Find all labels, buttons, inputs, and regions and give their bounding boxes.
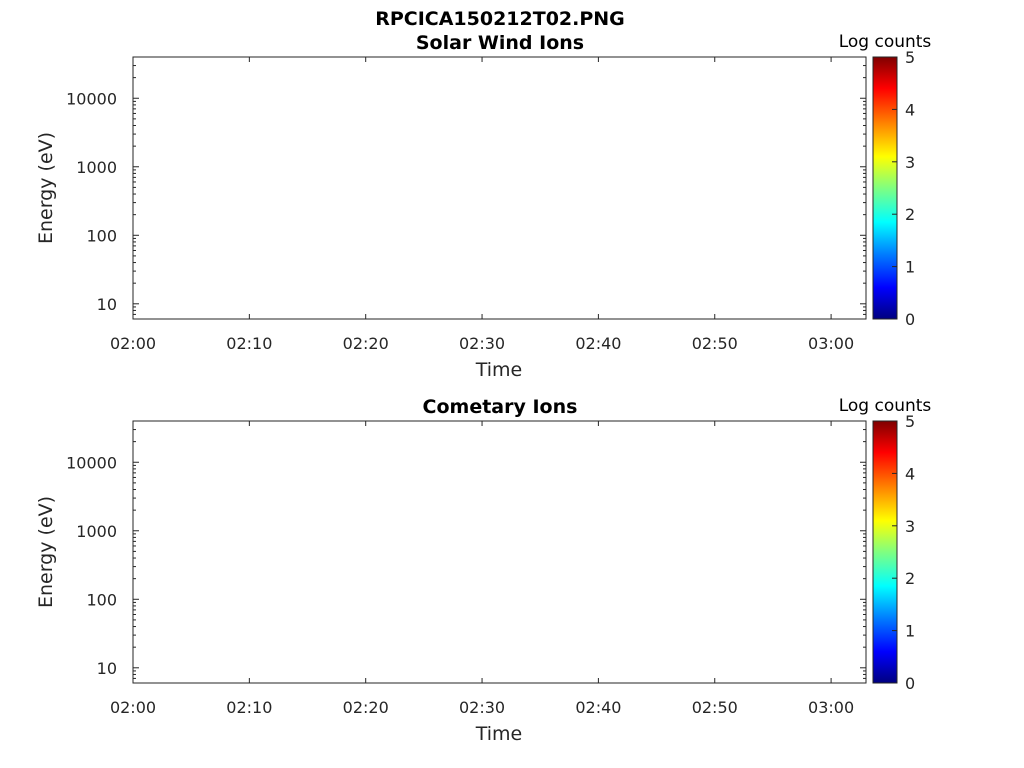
x-tick-label: 02:40 (575, 698, 621, 717)
plot-background (133, 421, 866, 683)
x-axis-label: Time (475, 359, 523, 381)
y-tick-label: 1000 (76, 158, 117, 177)
colorbar-tick-label: 5 (905, 412, 915, 431)
y-axis-label: Energy (eV) (35, 132, 57, 244)
colorbar-tick-label: 1 (905, 258, 915, 277)
panel-solar-wind-ions: Solar Wind Ions 02:00 02:10 02:20 02:30 02:4… (35, 32, 932, 381)
colorbar-tick-label: 0 (905, 674, 915, 693)
x-tick-label: 02:20 (343, 334, 389, 353)
x-tick-label: 02:00 (110, 334, 156, 353)
figure-title: RPCICA150212T02.PNG (375, 8, 625, 30)
plot-frame (132, 56, 867, 320)
y-axis-label: Energy (eV) (35, 496, 57, 608)
colorbar (872, 56, 898, 320)
x-tick-label: 03:00 (808, 334, 854, 353)
chart-title: Solar Wind Ions (416, 32, 584, 54)
panel-cometary-ions: Cometary Ions 02:00 02:10 02:20 02:30 02:40 0… (35, 396, 932, 745)
colorbar-tick-label: 0 (905, 310, 915, 329)
x-tick-label: 02:50 (692, 334, 738, 353)
colorbar-tick-label: 3 (905, 153, 915, 172)
chart-title: Cometary Ions (423, 396, 578, 418)
colorbar-tick-label: 4 (905, 464, 915, 483)
x-tick-label: 02:10 (226, 334, 272, 353)
x-axis-label: Time (475, 723, 523, 745)
x-axis: 02:00 02:10 02:20 02:30 02:40 02:50 03:00 (110, 57, 854, 353)
y-tick-label: 10000 (66, 89, 117, 108)
colorbar (872, 420, 898, 684)
y-axis: 10 100 1000 10000 (66, 420, 866, 684)
x-axis: 02:00 02:10 02:20 02:30 02:40 02:50 03:00 (110, 421, 854, 717)
y-axis: 10 100 1000 10000 (66, 56, 866, 320)
plot-frame (132, 420, 867, 684)
y-tick-label: 100 (86, 226, 117, 245)
x-tick-label: 02:50 (692, 698, 738, 717)
y-tick-label: 10 (97, 659, 117, 678)
x-tick-label: 02:10 (226, 698, 272, 717)
y-tick-label: 100 (86, 590, 117, 609)
colorbar-tick-label: 5 (905, 48, 915, 67)
x-tick-label: 02:30 (459, 334, 505, 353)
x-tick-label: 02:40 (575, 334, 621, 353)
colorbar-tick-label: 1 (905, 622, 915, 641)
y-tick-label: 10 (97, 295, 117, 314)
colorbar-tick-label: 4 (905, 100, 915, 119)
x-tick-label: 03:00 (808, 698, 854, 717)
colorbar-tick-label: 2 (905, 569, 915, 588)
x-tick-label: 02:00 (110, 698, 156, 717)
x-tick-label: 02:30 (459, 698, 505, 717)
colorbar-tick-label: 3 (905, 517, 915, 536)
y-tick-label: 10000 (66, 453, 117, 472)
colorbar-tick-label: 2 (905, 205, 915, 224)
x-tick-label: 02:20 (343, 698, 389, 717)
colorbar-ticks: 0 1 2 3 4 5 (892, 48, 915, 329)
colorbar-ticks: 0 1 2 3 4 5 (892, 412, 915, 693)
plot-background (133, 57, 866, 319)
colorbar-title: Log counts (839, 32, 932, 52)
colorbar-title: Log counts (839, 396, 932, 416)
y-tick-label: 1000 (76, 522, 117, 541)
